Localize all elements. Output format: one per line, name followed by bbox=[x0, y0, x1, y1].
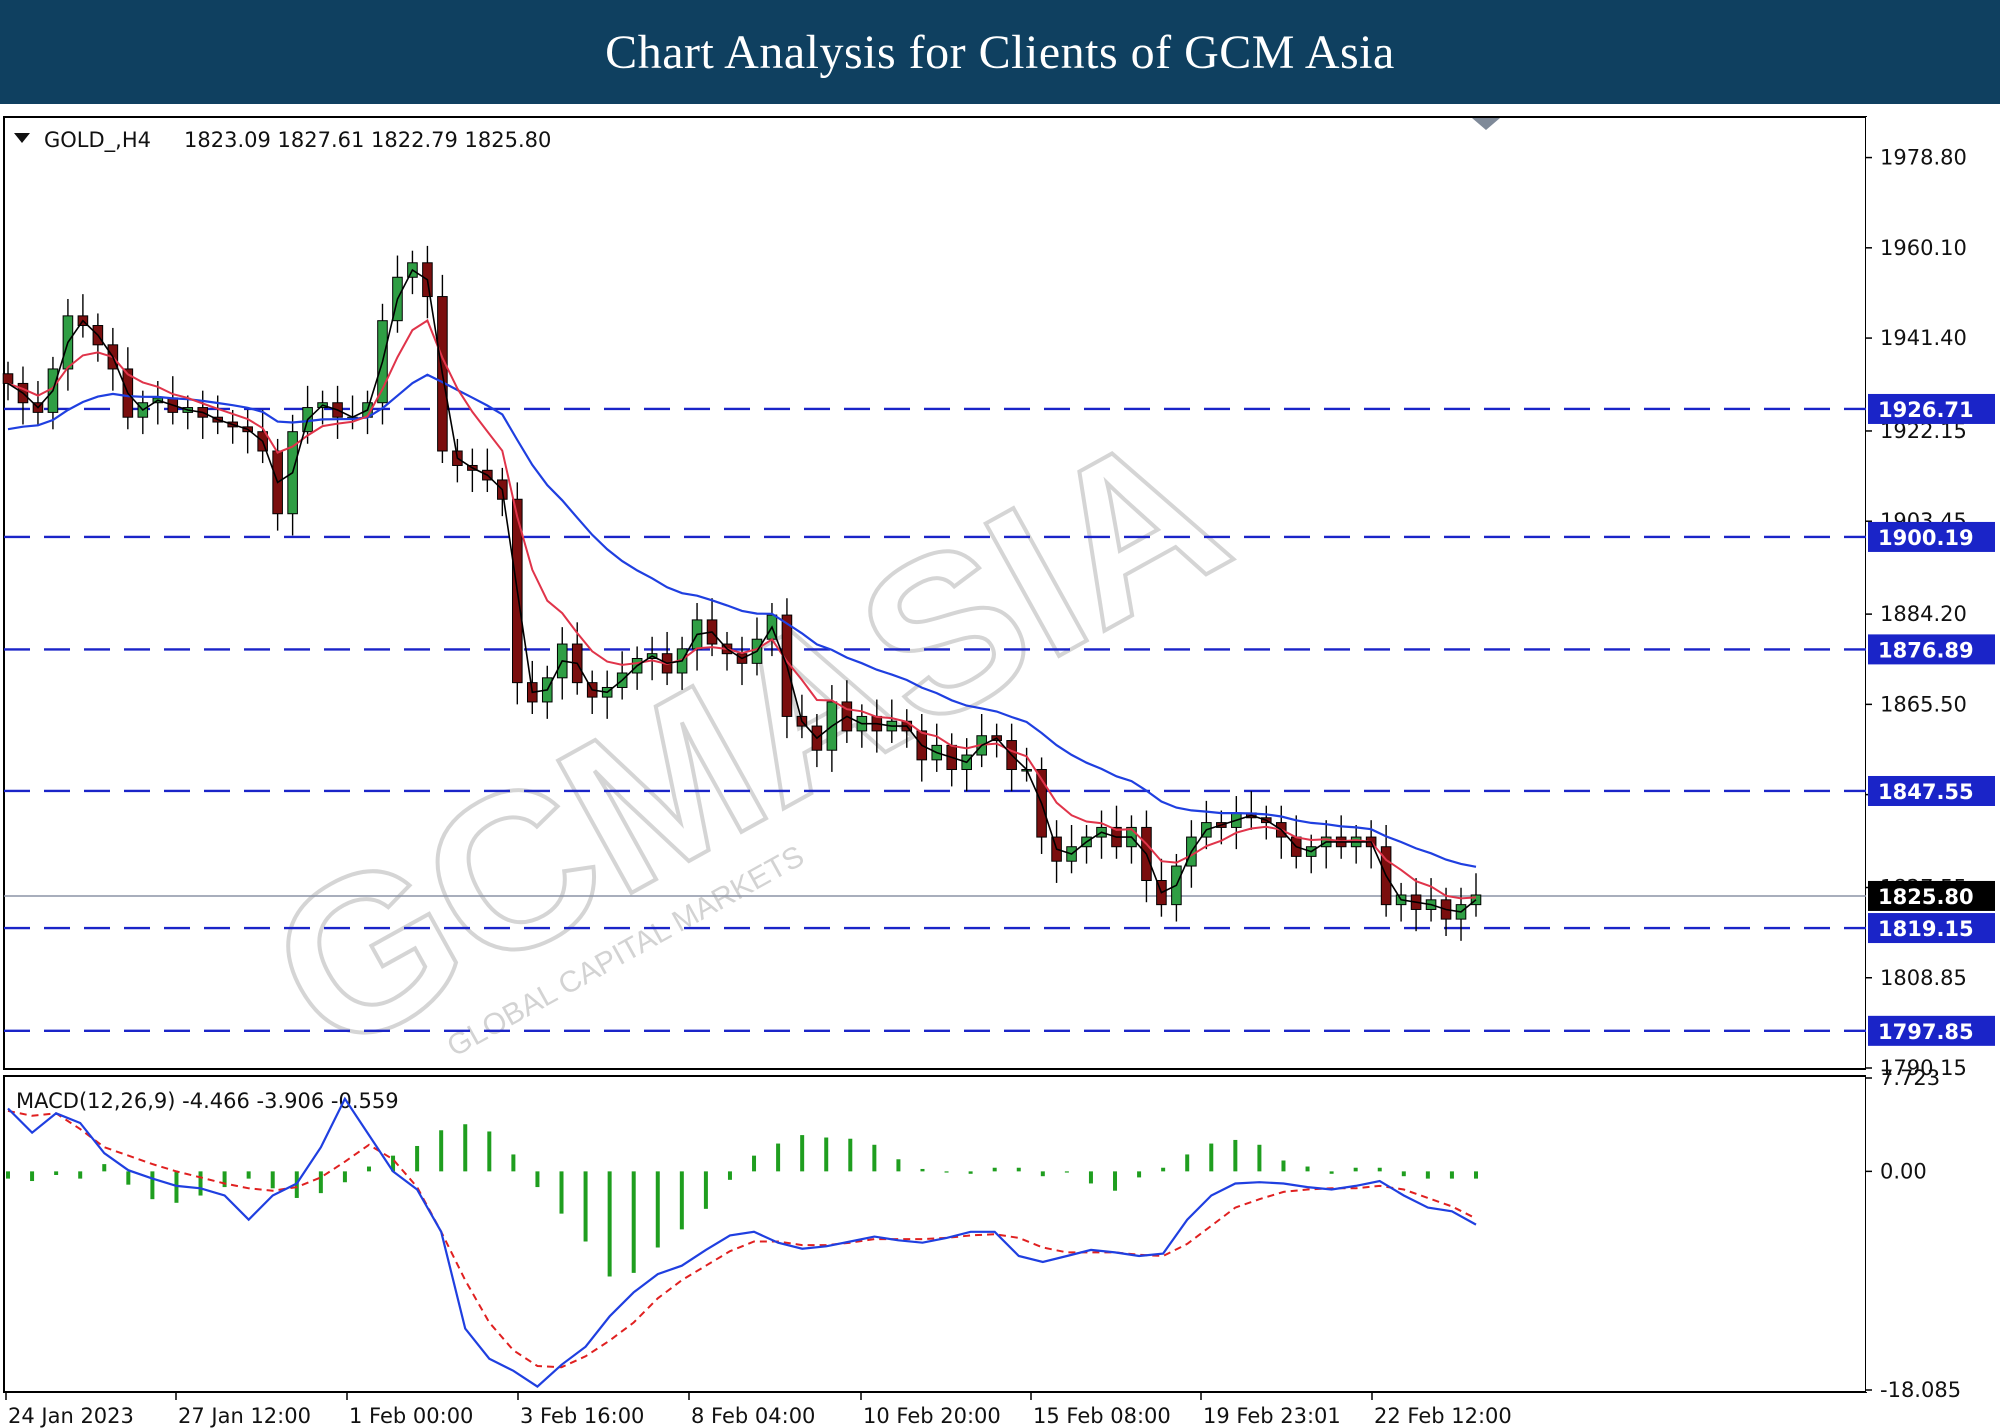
time-tick-label: 24 Jan 2023 bbox=[8, 1404, 134, 1428]
current-price-badge-label: 1825.80 bbox=[1878, 885, 1974, 909]
price-tick-label: 1884.20 bbox=[1880, 602, 1967, 626]
price-tick-label: 1941.40 bbox=[1880, 326, 1967, 350]
fast-ma-line bbox=[7, 268, 1477, 913]
bear-candle bbox=[2, 373, 14, 384]
price-tick-label: 1960.10 bbox=[1880, 236, 1967, 260]
price-tick-label: 1808.85 bbox=[1880, 966, 1967, 990]
time-tick-label: 3 Feb 16:00 bbox=[520, 1404, 644, 1428]
level-badge bbox=[1868, 634, 1995, 665]
level-badge-label: 1926.71 bbox=[1878, 398, 1974, 422]
chart-shift-marker[interactable] bbox=[1472, 118, 1500, 130]
macd-tick-label: -18.085 bbox=[1880, 1378, 1961, 1402]
level-badge-label: 1847.55 bbox=[1878, 780, 1974, 804]
level-badge-label: 1876.89 bbox=[1878, 638, 1974, 662]
chart-area: GCMASIA GLOBAL CAPITAL MARKETS GOLD_,H4 … bbox=[2, 116, 1998, 1428]
macd-panel-frame bbox=[3, 1075, 1867, 1393]
price-tick-label: 1790.15 bbox=[1880, 1056, 1967, 1080]
level-badge-label: 1819.15 bbox=[1878, 917, 1974, 941]
macd-main-line bbox=[7, 1096, 1477, 1388]
level-badge bbox=[1868, 393, 1995, 424]
macd-tick-label: 7.723 bbox=[1880, 1066, 1940, 1090]
level-badge bbox=[1868, 913, 1995, 944]
symbol-dropdown-icon[interactable] bbox=[14, 133, 30, 143]
level-badge bbox=[1868, 521, 1995, 552]
banner: Chart Analysis for Clients of GCM Asia bbox=[0, 0, 2000, 104]
level-badge-label: 1900.19 bbox=[1878, 526, 1974, 550]
time-tick-label: 1 Feb 00:00 bbox=[349, 1404, 473, 1428]
mid-ma-line bbox=[7, 319, 1477, 900]
price-tick-label: 1978.80 bbox=[1880, 146, 1967, 170]
time-tick-label: 8 Feb 04:00 bbox=[691, 1404, 815, 1428]
ohlc-header: 1823.09 1827.61 1822.79 1825.80 bbox=[184, 128, 551, 152]
time-tick-label: 27 Jan 12:00 bbox=[178, 1404, 311, 1428]
macd-header: MACD(12,26,9) -4.466 -3.906 -0.559 bbox=[16, 1089, 399, 1113]
symbol-header: GOLD_,H4 bbox=[44, 128, 151, 153]
price-tick-label: 1865.50 bbox=[1880, 692, 1967, 716]
time-tick-label: 22 Feb 12:00 bbox=[1374, 1404, 1512, 1428]
level-badge bbox=[1868, 1015, 1995, 1046]
banner-title: Chart Analysis for Clients of GCM Asia bbox=[605, 25, 1395, 79]
level-badge-label: 1797.85 bbox=[1878, 1020, 1974, 1044]
current-price-badge bbox=[1868, 880, 1995, 911]
macd-signal-line bbox=[7, 1109, 1477, 1369]
price-panel-frame bbox=[3, 116, 1867, 1070]
time-tick-label: 15 Feb 08:00 bbox=[1033, 1404, 1171, 1428]
macd-tick-label: 0.00 bbox=[1880, 1159, 1927, 1183]
time-tick-label: 10 Feb 20:00 bbox=[863, 1404, 1001, 1428]
time-tick-label: 19 Feb 23:01 bbox=[1203, 1404, 1341, 1428]
level-badge bbox=[1868, 775, 1995, 806]
slow-ma-line bbox=[7, 373, 1477, 868]
right-axis-bg bbox=[1866, 117, 1998, 1392]
